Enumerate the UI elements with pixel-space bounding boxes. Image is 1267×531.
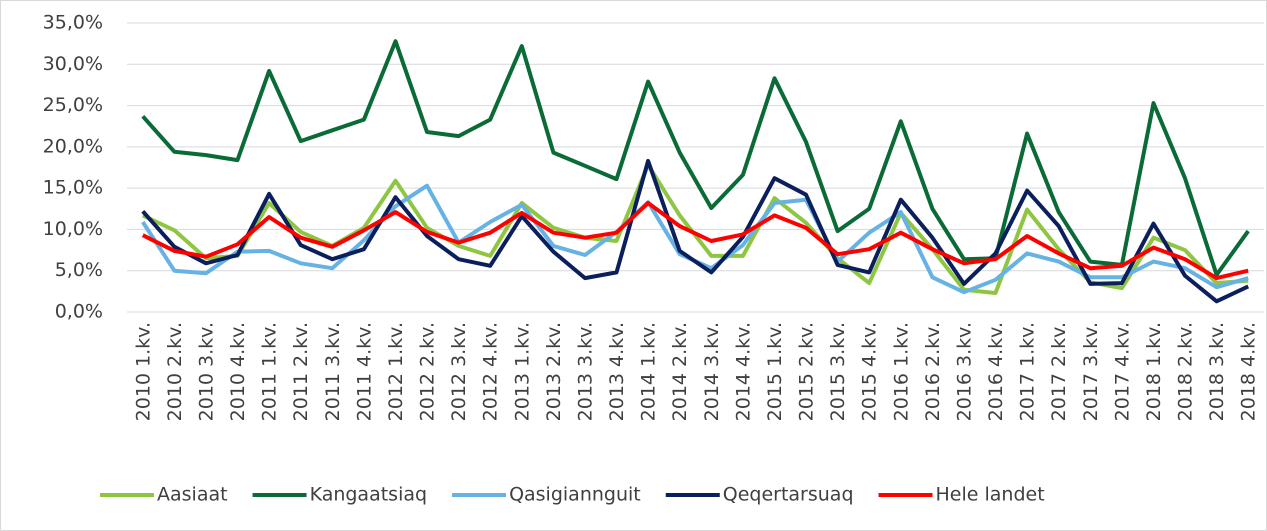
x-tick-label: 2010 4.kv. xyxy=(227,322,249,421)
legend-label: Kangaatsiaq xyxy=(310,484,428,506)
y-tick-label: 30,0% xyxy=(43,53,103,75)
x-tick-label: 2013 1.kv. xyxy=(511,322,533,421)
x-tick-label: 2011 1.kv. xyxy=(259,322,281,421)
legend-label: Hele landet xyxy=(936,484,1045,506)
legend-label: Qeqertarsuaq xyxy=(723,484,854,506)
legend-label: Qasigiannguit xyxy=(509,484,641,506)
x-tick-label: 2017 3.kv. xyxy=(1080,322,1102,421)
x-tick-label: 2016 3.kv. xyxy=(953,322,975,421)
x-tick-label: 2018 3.kv. xyxy=(1206,322,1228,421)
x-tick-label: 2018 2.kv. xyxy=(1175,322,1197,421)
x-tick-label: 2013 3.kv. xyxy=(574,322,596,421)
x-tick-label: 2010 1.kv. xyxy=(132,322,154,421)
x-tick-label: 2014 2.kv. xyxy=(669,322,691,421)
x-tick-label: 2011 3.kv. xyxy=(322,322,344,421)
x-tick-label: 2014 4.kv. xyxy=(732,322,754,421)
x-tick-label: 2016 4.kv. xyxy=(985,322,1007,421)
y-tick-label: 20,0% xyxy=(43,135,103,157)
x-tick-label: 2018 1.kv. xyxy=(1143,322,1165,421)
x-tick-label: 2015 1.kv. xyxy=(764,322,786,421)
x-tick-label: 2017 4.kv. xyxy=(1111,322,1133,421)
x-tick-label: 2016 2.kv. xyxy=(922,322,944,421)
y-tick-label: 25,0% xyxy=(43,94,103,116)
series-line xyxy=(141,158,1250,304)
y-tick-label: 15,0% xyxy=(43,177,103,199)
x-tick-label: 2011 4.kv. xyxy=(353,322,375,421)
y-tick-label: 35,0% xyxy=(43,12,103,34)
y-tick-label: 10,0% xyxy=(43,218,103,240)
x-tick-label: 2012 4.kv. xyxy=(480,322,502,421)
x-tick-label: 2013 2.kv. xyxy=(543,322,565,421)
x-tick-label: 2015 4.kv. xyxy=(859,322,881,421)
x-tick-label: 2013 4.kv. xyxy=(606,322,628,421)
x-tick-label: 2017 2.kv. xyxy=(1048,322,1070,421)
x-tick-label: 2012 3.kv. xyxy=(448,322,470,421)
x-tick-label: 2014 3.kv. xyxy=(701,322,723,421)
x-tick-label: 2012 1.kv. xyxy=(385,322,407,421)
legend-label: Aasiaat xyxy=(157,484,228,506)
series-line xyxy=(141,39,1250,277)
x-tick-label: 2017 1.kv. xyxy=(1017,322,1039,421)
x-tick-label: 2015 2.kv. xyxy=(796,322,818,421)
x-tick-label: 2016 1.kv. xyxy=(890,322,912,421)
x-tick-label: 2010 3.kv. xyxy=(195,322,217,421)
y-tick-label: 0,0% xyxy=(55,301,103,323)
x-tick-label: 2018 4.kv. xyxy=(1238,322,1260,421)
x-tick-label: 2014 1.kv. xyxy=(638,322,660,421)
series-line xyxy=(141,201,1249,281)
x-tick-label: 2011 2.kv. xyxy=(290,322,312,421)
x-tick-label: 2015 3.kv. xyxy=(827,322,849,421)
y-tick-label: 5,0% xyxy=(55,259,103,281)
x-tick-label: 2010 2.kv. xyxy=(164,322,186,421)
x-tick-label: 2012 2.kv. xyxy=(417,322,439,421)
